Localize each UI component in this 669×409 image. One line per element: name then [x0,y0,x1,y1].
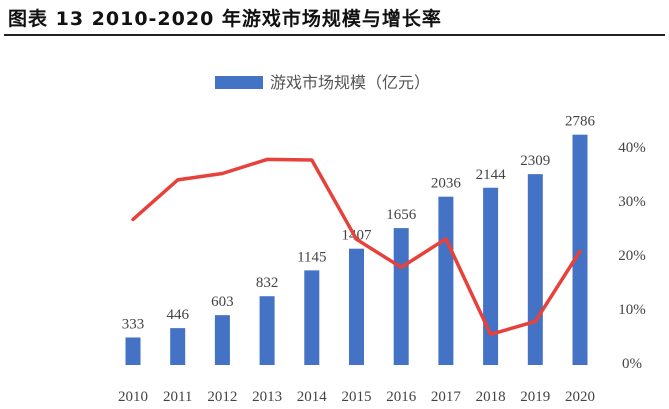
x-tick-label-2018: 2018 [476,389,506,405]
bar-2012 [214,315,230,365]
bar-2019 [527,174,543,365]
figure-title: 图表 13 2010-2020 年游戏市场规模与增长率 [8,8,442,30]
bar-value-label-2011: 446 [166,307,189,323]
bar-value-label-2014: 1145 [297,249,326,265]
bars-layer [125,134,588,365]
bar-value-label-2019: 2309 [520,153,550,169]
bar-2015 [349,248,364,365]
bar-2010 [125,337,141,365]
bar-value-label-2016: 1656 [386,207,417,223]
x-tick-label-2017: 2017 [431,389,462,405]
bar-2018 [483,187,499,365]
bar-value-label-2013: 832 [256,275,279,291]
title-rule [4,34,665,36]
bar-value-label-2017: 2036 [431,176,462,192]
bar-2013 [259,296,275,365]
y-right-tick-label-10: 10% [618,302,646,318]
bar-2014 [304,270,320,365]
x-axis: 2010 2011 2012 2013 2014 2015 2016 2017 2018 2019… [118,389,595,405]
legend-swatch [215,76,263,89]
y-right-axis: 0% 10% 20% 30% 40% [618,140,646,372]
x-tick-label-2013: 2013 [252,389,282,405]
y-right-tick-label-40: 40% [618,140,646,156]
y-right-tick-label-20: 20% [618,248,646,264]
x-tick-label-2011: 2011 [163,389,192,405]
bar-2017 [438,196,454,365]
x-tick-label-2014: 2014 [297,389,328,405]
bar-2016 [393,228,409,365]
growth-rate-line [131,157,582,337]
x-tick-label-2019: 2019 [520,389,550,405]
x-tick-label-2010: 2010 [118,389,148,405]
x-tick-label-2020: 2020 [565,389,595,405]
x-tick-label-2012: 2012 [207,389,237,405]
legend: 游戏市场规模（亿元） [215,73,430,92]
bar-value-label-2015: 1407 [342,228,373,244]
bar-value-label-2010: 333 [122,316,145,332]
x-tick-label-2015: 2015 [342,389,372,405]
bar-2011 [170,328,186,365]
bar-value-label-2018: 2144 [476,167,507,183]
bar-value-label-2012: 603 [211,294,234,310]
bar-value-label-2020: 2786 [565,114,596,130]
bar-labels-layer: 333 446 603 832 1145 1407 1656 2036 2144 2309 2786 [122,114,596,333]
y-right-tick-label-30: 30% [618,194,646,210]
legend-label: 游戏市场规模（亿元） [270,73,430,92]
x-tick-label-2016: 2016 [386,389,417,405]
growth-line-layer [131,157,582,337]
y-right-tick-label-0: 0% [622,356,642,372]
